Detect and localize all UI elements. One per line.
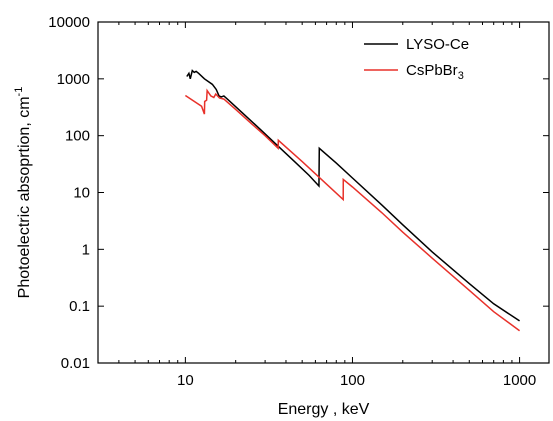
y-tick-label: 0.1 <box>69 298 90 315</box>
plot-border <box>97 21 550 364</box>
series-line-cspbbr3 <box>184 88 521 332</box>
x-axis-ticks: 10 100 1000 <box>97 22 536 389</box>
y-tick-label: 10 <box>73 185 90 202</box>
x-tick-label: 10 <box>177 372 194 389</box>
legend: LYSO-Ce CsPbBr3 <box>364 36 469 82</box>
y-tick-label: 1 <box>82 241 90 258</box>
y-tick-label: 0.01 <box>61 355 90 372</box>
y-axis-title: Photoelectric absoprtion, cm-1 <box>13 87 33 299</box>
x-tick-label: 100 <box>340 372 365 389</box>
x-axis-title: Energy , keV <box>278 401 370 418</box>
y-tick-label: 100 <box>65 128 90 145</box>
y-tick-label: 1000 <box>57 71 90 88</box>
y-axis-ticks: 0.01 0.1 1 10 100 1000 10000 <box>48 14 549 372</box>
series-line-lyso-ce <box>186 69 520 322</box>
plot-frame <box>97 21 550 364</box>
x-tick-label: 1000 <box>503 372 536 389</box>
y-tick-label: 10000 <box>48 14 90 31</box>
legend-label-lyso-ce: LYSO-Ce <box>406 36 469 53</box>
series-layer <box>184 69 521 332</box>
legend-label-cspbbr3: CsPbBr3 <box>406 62 464 82</box>
